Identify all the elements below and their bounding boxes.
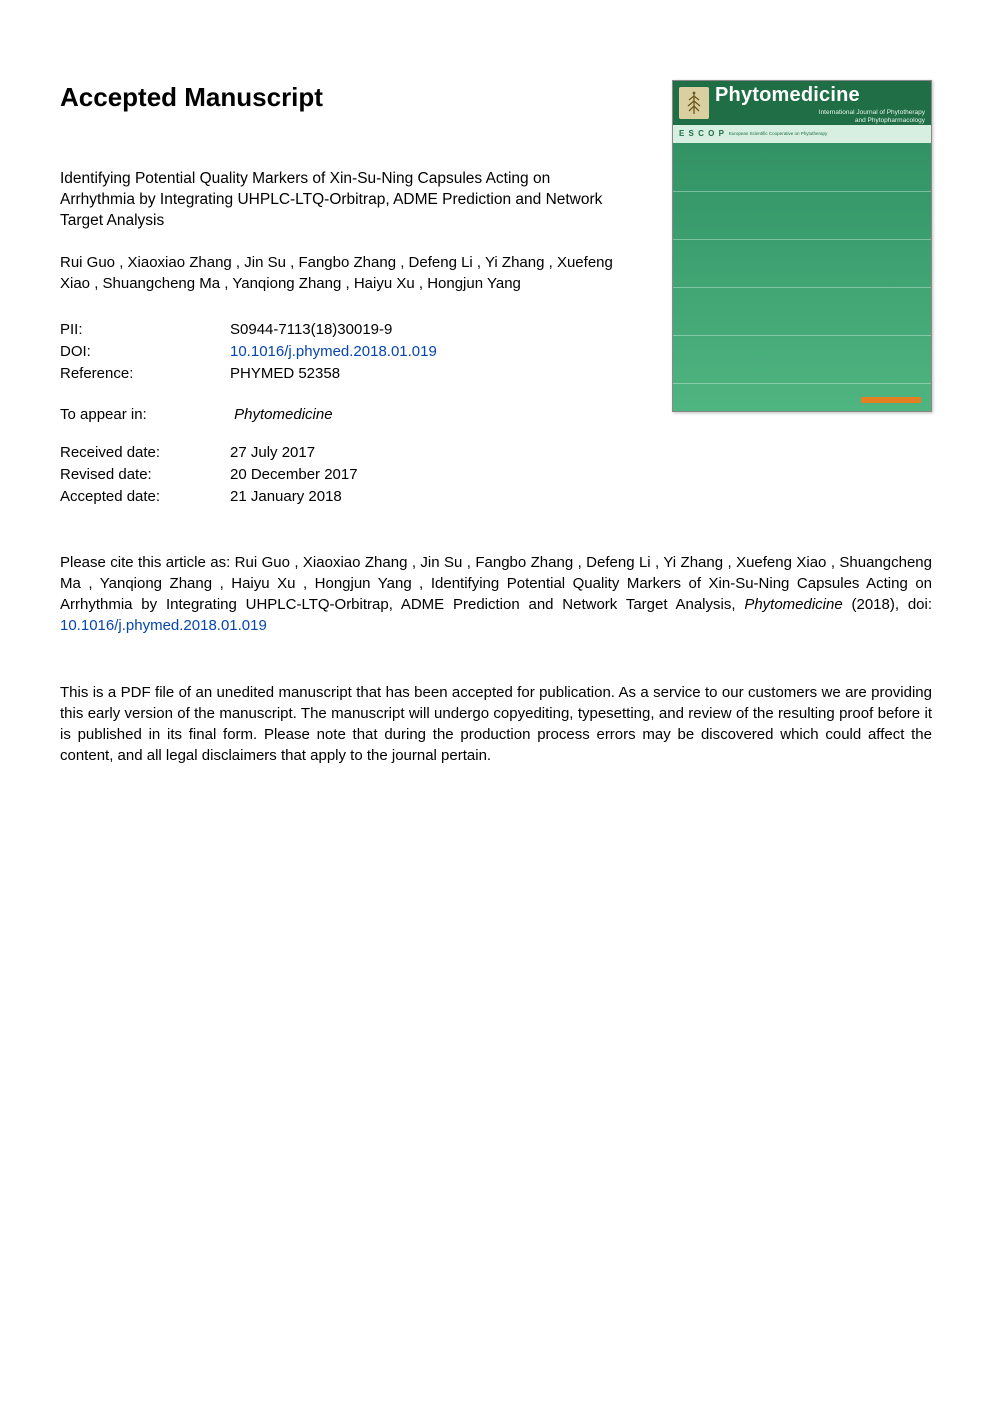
- reference-value: PHYMED 52358: [230, 364, 437, 386]
- identifier-table: PII: S0944-7113(18)30019-9 DOI: 10.1016/…: [60, 320, 437, 387]
- accepted-manuscript-heading: Accepted Manuscript: [60, 80, 620, 115]
- cover-title-wrap: Phytomedicine International Journal of P…: [715, 82, 925, 123]
- reference-label: Reference:: [60, 364, 230, 386]
- appear-in-row: To appear in: Phytomedicine: [60, 405, 620, 425]
- pii-value: S0944-7113(18)30019-9: [230, 320, 437, 342]
- revised-row: Revised date: 20 December 2017: [60, 465, 358, 487]
- received-label: Received date:: [60, 443, 230, 465]
- citation-year: (2018), doi:: [843, 596, 932, 613]
- cover-subtitle: International Journal of Phytotherapy an…: [715, 109, 925, 123]
- cover-hline: [673, 383, 931, 384]
- cover-topbar: Phytomedicine International Journal of P…: [673, 81, 931, 125]
- cover-footer-accent: [861, 397, 921, 403]
- accepted-value: 21 January 2018: [230, 487, 358, 509]
- header-row: Accepted Manuscript Identifying Potentia…: [60, 80, 932, 528]
- appear-in-label: To appear in:: [60, 405, 230, 425]
- pii-row: PII: S0944-7113(18)30019-9: [60, 320, 437, 342]
- cover-escop-text: E S C O P: [679, 129, 725, 140]
- dates-table: Received date: 27 July 2017 Revised date…: [60, 443, 358, 510]
- accepted-label: Accepted date:: [60, 487, 230, 509]
- cover-escop-subtext: European Scientific Cooperative on Phyto…: [729, 132, 827, 137]
- citation-paragraph: Please cite this article as: Rui Guo , X…: [60, 552, 932, 636]
- appear-in-value: Phytomedicine: [234, 406, 332, 423]
- cover-hline: [673, 191, 931, 192]
- cover-journal-name: Phytomedicine: [715, 82, 925, 109]
- cover-escop-bar: E S C O P European Scientific Cooperativ…: [673, 125, 931, 143]
- citation-journal: Phytomedicine: [744, 596, 842, 613]
- cover-hline: [673, 287, 931, 288]
- received-row: Received date: 27 July 2017: [60, 443, 358, 465]
- article-title: Identifying Potential Quality Markers of…: [60, 169, 620, 232]
- left-column: Accepted Manuscript Identifying Potentia…: [60, 80, 620, 528]
- elsevier-tree-icon: [679, 87, 709, 119]
- cover-hline: [673, 335, 931, 336]
- journal-cover-thumbnail: Phytomedicine International Journal of P…: [672, 80, 932, 412]
- reference-row: Reference: PHYMED 52358: [60, 364, 437, 386]
- accepted-row: Accepted date: 21 January 2018: [60, 487, 358, 509]
- pii-label: PII:: [60, 320, 230, 342]
- received-value: 27 July 2017: [230, 443, 358, 465]
- revised-value: 20 December 2017: [230, 465, 358, 487]
- cover-hline: [673, 239, 931, 240]
- doi-label: DOI:: [60, 342, 230, 364]
- cover-gridlines: [673, 143, 931, 411]
- cover-subtitle-line2: and Phytopharmacology: [855, 117, 925, 124]
- doi-row: DOI: 10.1016/j.phymed.2018.01.019: [60, 342, 437, 364]
- disclaimer-paragraph: This is a PDF file of an unedited manusc…: [60, 682, 932, 766]
- authors-list: Rui Guo , Xiaoxiao Zhang , Jin Su , Fang…: [60, 252, 620, 294]
- doi-link[interactable]: 10.1016/j.phymed.2018.01.019: [230, 343, 437, 360]
- citation-doi-link[interactable]: 10.1016/j.phymed.2018.01.019: [60, 617, 267, 634]
- cover-subtitle-line1: International Journal of Phytotherapy: [819, 109, 925, 116]
- revised-label: Revised date:: [60, 465, 230, 487]
